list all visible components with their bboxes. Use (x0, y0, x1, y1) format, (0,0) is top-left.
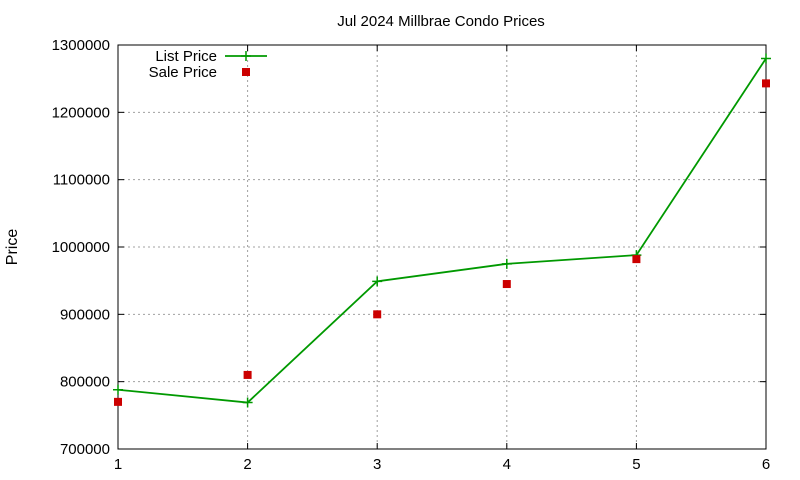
x-tick-label: 6 (762, 456, 770, 473)
data-point (242, 397, 253, 408)
y-tick-label: 1200000 (52, 104, 110, 121)
x-tick-label: 2 (243, 456, 251, 473)
data-point (502, 280, 511, 289)
legend-label: List Price (155, 48, 217, 65)
series-list-price (113, 53, 771, 408)
data-point (372, 276, 383, 287)
y-tick-label: 800000 (60, 374, 110, 391)
legend-swatch-marker (241, 51, 251, 61)
axis-ticks: 1 2 3 4 5 6 700000 800000 900000 1000000 1100000 12… (52, 37, 771, 473)
x-tick-label: 4 (503, 456, 511, 473)
y-tick-label: 1300000 (52, 37, 110, 54)
data-point (373, 310, 382, 319)
data-point (761, 53, 771, 64)
y-tick-label: 1000000 (52, 239, 110, 256)
y-tick-label: 1100000 (53, 172, 110, 189)
x-tick-label: 3 (373, 456, 381, 473)
x-tick-label: 1 (114, 456, 122, 473)
data-point (632, 255, 641, 264)
data-point (113, 384, 123, 395)
series-layer (113, 53, 771, 408)
y-tick-label: 700000 (60, 441, 110, 458)
series-line (117, 57, 767, 404)
data-point (501, 258, 512, 269)
x-tick-label: 5 (632, 456, 640, 473)
legend-label: Sale Price (149, 64, 217, 81)
grid-lines (118, 45, 766, 449)
y-tick-label: 900000 (60, 306, 110, 323)
series-sale-price (114, 79, 770, 406)
legend-swatch-marker (242, 68, 250, 76)
data-point (243, 370, 252, 379)
chart-title: Jul 2024 Millbrae Condo Prices (337, 13, 545, 30)
data-point (114, 397, 122, 406)
data-point (762, 79, 770, 88)
y-axis-label: Price (4, 229, 21, 266)
